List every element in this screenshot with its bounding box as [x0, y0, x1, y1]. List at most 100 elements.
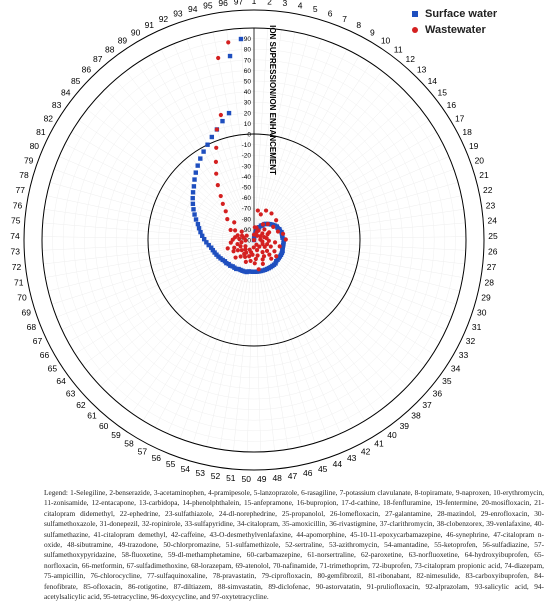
category-label: 27 [487, 262, 497, 272]
radial-tick-label: -60 [242, 195, 252, 202]
surface-water-point [246, 269, 252, 274]
category-label: 92 [159, 14, 169, 24]
category-label: 82 [44, 113, 54, 123]
category-label: 55 [166, 459, 176, 469]
wastewater-point [266, 238, 271, 243]
category-label: 42 [361, 446, 371, 456]
series-wastewater [213, 40, 288, 272]
surface-water-point [191, 184, 197, 189]
wastewater-point [269, 256, 274, 261]
category-label: 28 [484, 277, 494, 287]
category-label: 50 [242, 474, 252, 484]
wastewater-point [223, 209, 228, 214]
wastewater-point [256, 267, 261, 272]
legend-label-surface-water: Surface water [425, 8, 498, 20]
wastewater-point [218, 193, 223, 199]
category-label: 94 [188, 4, 198, 14]
category-label: 5 [313, 4, 318, 14]
category-label: 69 [21, 307, 31, 317]
wastewater-point [258, 234, 263, 239]
category-label: 78 [19, 170, 29, 180]
category-label: 39 [400, 421, 410, 431]
wastewater-point [254, 225, 259, 230]
category-label: 21 [479, 170, 489, 180]
category-label: 35 [442, 376, 452, 386]
radial-tick-label: 70 [244, 57, 252, 64]
category-label: 22 [483, 185, 493, 195]
category-label: 32 [466, 336, 476, 346]
wastewater-point [247, 247, 252, 252]
surface-water-point [251, 235, 257, 241]
radial-tick-label: 20 [244, 110, 252, 117]
chart-legend: Surface water Wastewater [412, 6, 497, 38]
wastewater-point [216, 55, 221, 61]
wastewater-point [277, 244, 282, 249]
category-label: 43 [347, 453, 357, 463]
category-label: 37 [422, 400, 432, 410]
surface-water-point [238, 36, 244, 42]
legend-square-marker [412, 11, 418, 17]
wastewater-point [267, 252, 272, 257]
category-label: 14 [428, 76, 438, 86]
wastewater-point [265, 232, 270, 237]
radial-tick-label: -70 [242, 206, 252, 213]
category-label: 25 [488, 231, 498, 241]
series-layer [190, 36, 288, 275]
surface-water-point [209, 245, 214, 250]
category-label: 6 [328, 8, 333, 18]
category-label: 86 [82, 65, 92, 75]
category-label: 23 [486, 200, 496, 210]
category-label: 90 [131, 27, 141, 37]
category-label: 72 [12, 262, 22, 272]
radial-tick-label: -20 [242, 153, 252, 160]
wastewater-point [231, 249, 236, 254]
legend-circle-marker [412, 27, 418, 33]
wastewater-point [258, 212, 263, 217]
category-label: 54 [181, 464, 191, 474]
wastewater-point [225, 216, 230, 222]
wastewater-point [264, 248, 270, 253]
category-label: 87 [93, 54, 103, 64]
wastewater-point [260, 261, 265, 266]
category-label: 59 [111, 430, 121, 440]
category-label: 53 [196, 468, 206, 478]
wastewater-point [232, 245, 237, 250]
category-label: 7 [342, 14, 347, 24]
surface-water-point [190, 195, 195, 201]
surface-water-point [206, 242, 211, 248]
wastewater-point [228, 227, 233, 233]
surface-water-point [198, 229, 203, 235]
wastewater-point [272, 240, 278, 245]
polar-chart: 90 80 70 60 50 40 30 20 10 0 -10 -20 -30 -40 -50 -60 -70… [10, 0, 498, 484]
wastewater-point [243, 247, 248, 252]
category-label: 33 [459, 350, 469, 360]
wastewater-point [214, 127, 219, 132]
wastewater-point [235, 248, 241, 253]
surface-water-point [195, 163, 200, 168]
category-label: 76 [13, 200, 23, 210]
category-label: 15 [437, 88, 447, 98]
wastewater-point [226, 40, 231, 45]
wastewater-point [275, 229, 281, 234]
surface-water-point [227, 53, 233, 59]
category-label: 10 [381, 35, 391, 45]
wastewater-point [243, 244, 248, 249]
wastewater-point [235, 233, 240, 238]
wastewater-point [248, 258, 253, 264]
category-label: 75 [11, 216, 21, 226]
wastewater-point [251, 245, 256, 250]
category-label: 29 [481, 292, 491, 302]
surface-water-point [196, 226, 202, 231]
category-label: 67 [33, 336, 43, 346]
category-label: 16 [447, 100, 457, 110]
surface-water-point [192, 177, 197, 182]
wastewater-point [233, 255, 238, 260]
wastewater-point [220, 201, 225, 207]
category-label: 73 [11, 247, 21, 257]
radial-tick-label: 10 [244, 121, 252, 128]
wastewater-point [274, 218, 279, 223]
category-label: 79 [24, 155, 34, 165]
surface-water-point [192, 212, 197, 217]
category-label: 20 [475, 155, 485, 165]
wastewater-point [260, 257, 265, 262]
